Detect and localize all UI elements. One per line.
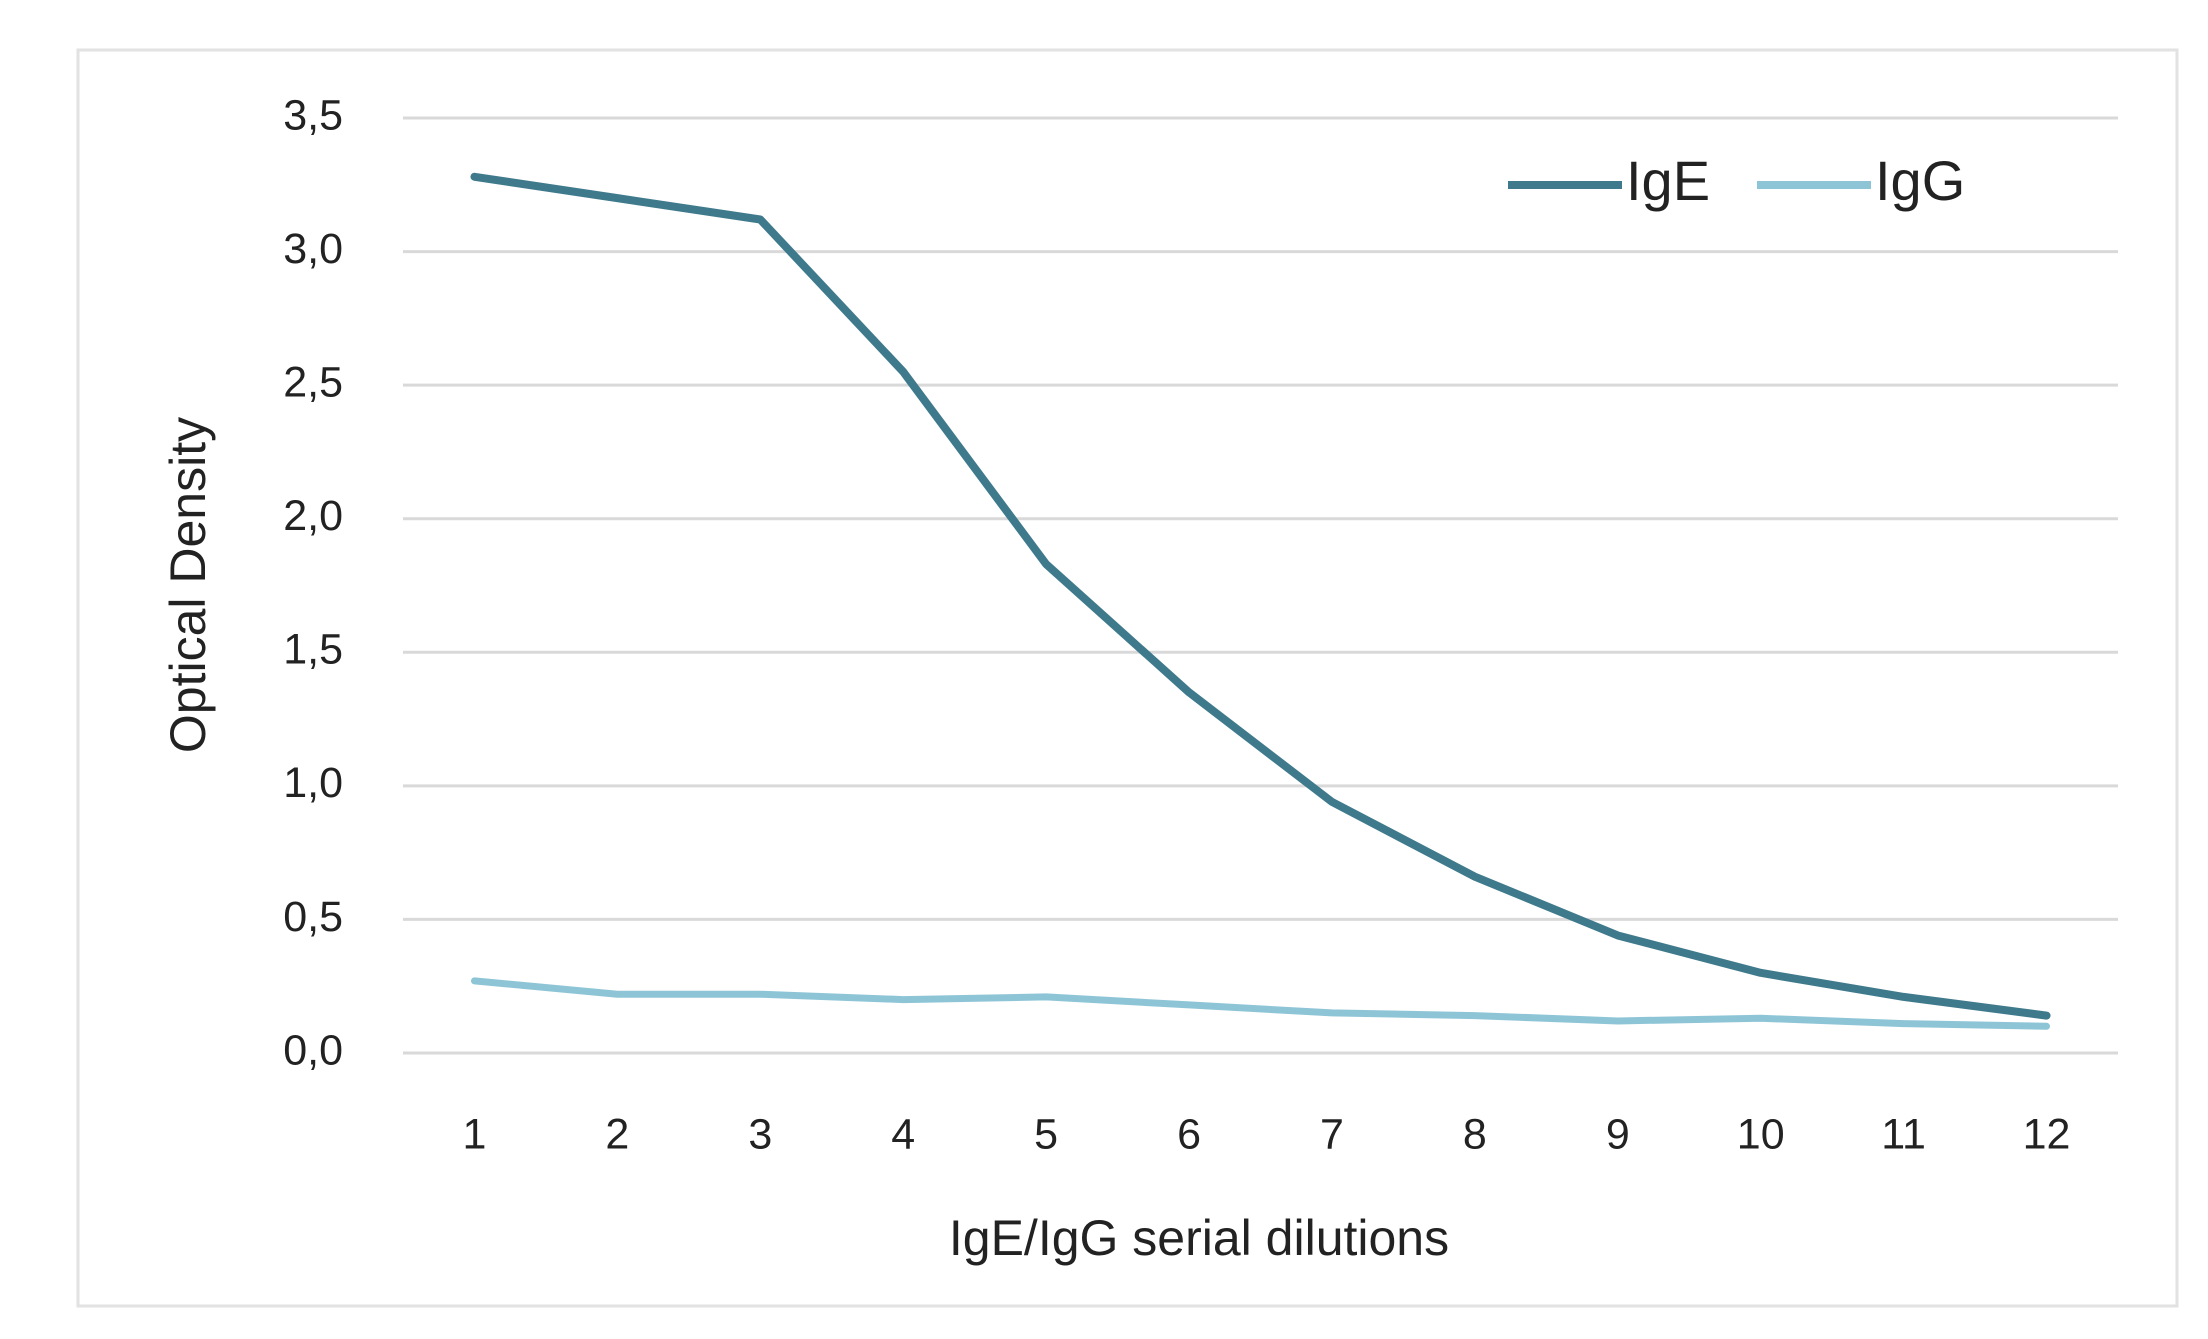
x-tick-label: 1	[462, 1110, 486, 1158]
legend-label: IgG	[1875, 149, 1965, 212]
legend-label: IgE	[1626, 149, 1710, 212]
y-tick-label: 2,0	[283, 492, 343, 540]
x-tick-label: 8	[1463, 1110, 1487, 1158]
y-tick-label: 3,0	[283, 225, 343, 273]
x-tick-label: 5	[1034, 1110, 1058, 1158]
x-tick-label: 2	[605, 1110, 629, 1158]
data-line	[470, 172, 2051, 1020]
x-tick-label: 3	[748, 1110, 772, 1158]
x-tick-label: 4	[891, 1110, 915, 1158]
x-tick-label: 11	[1881, 1110, 1926, 1158]
y-tick-label: 2,5	[283, 359, 343, 407]
chart-frame	[76, 48, 2179, 1308]
y-tick-label: 3,5	[283, 91, 343, 139]
y-tick-label: 0,5	[283, 893, 343, 941]
x-tick-label: 7	[1320, 1110, 1344, 1158]
y-tick-label: 1,0	[283, 759, 343, 807]
x-tick-label: 12	[2023, 1110, 2071, 1158]
x-tick-label: 10	[1737, 1110, 1785, 1158]
y-axis-title: Optical Density	[160, 417, 216, 753]
y-tick-label: 0,0	[283, 1026, 343, 1074]
x-axis-title: IgE/IgG serial dilutions	[949, 1210, 1449, 1266]
x-tick-label: 6	[1177, 1110, 1201, 1158]
x-tick-label: 9	[1606, 1110, 1630, 1158]
data-line	[470, 977, 2051, 1030]
y-tick-label: 1,5	[283, 626, 343, 674]
